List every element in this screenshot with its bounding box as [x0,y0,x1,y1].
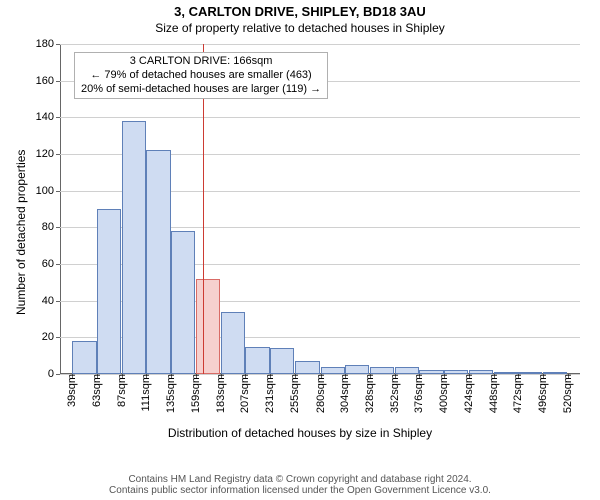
y-tick-mark [56,117,60,118]
x-tick-label: 496sqm [537,374,549,413]
x-tick-label: 304sqm [339,374,351,413]
y-tick-label: 120 [36,148,54,160]
y-axis-label: Number of detached properties [14,149,28,314]
histogram-bar [345,365,369,374]
x-tick-label: 63sqm [91,374,103,407]
histogram-bar [518,372,542,374]
y-tick-mark [56,44,60,45]
histogram-bar [270,348,294,374]
annotation-line: 3 CARLTON DRIVE: 166sqm [81,55,321,69]
x-tick-label: 159sqm [190,374,202,413]
y-axis-line [60,44,61,374]
y-tick-mark [56,264,60,265]
y-tick-label: 80 [42,221,54,233]
histogram-bar [543,372,567,374]
footer-line-1: Contains HM Land Registry data © Crown c… [0,474,600,485]
y-tick-label: 100 [36,185,54,197]
x-tick-label: 352sqm [389,374,401,413]
footer-line-2: Contains public sector information licen… [0,485,600,496]
y-tick-label: 0 [48,368,54,380]
x-tick-label: 280sqm [315,374,327,413]
annotation-line: 20% of semi-detached houses are larger (… [81,83,321,97]
histogram-bar [245,347,269,375]
histogram-bar [295,361,320,374]
y-tick-label: 60 [42,258,54,270]
y-tick-label: 40 [42,295,54,307]
histogram-bar [146,150,170,374]
histogram-bar [221,312,245,374]
histogram-bar [469,370,493,374]
x-tick-label: 183sqm [215,374,227,413]
x-tick-label: 400sqm [438,374,450,413]
histogram-bar [444,370,468,374]
histogram-bar [171,231,195,374]
y-tick-label: 160 [36,75,54,87]
footer: Contains HM Land Registry data © Crown c… [0,474,600,496]
y-tick-mark [56,81,60,82]
histogram-bar [395,367,419,374]
y-tick-mark [56,154,60,155]
y-tick-mark [56,227,60,228]
grid-line [60,44,580,45]
x-axis-label: Distribution of detached houses by size … [0,426,600,440]
y-tick-mark [56,301,60,302]
histogram-bar [97,209,121,374]
x-tick-label: 328sqm [364,374,376,413]
chart-title: 3, CARLTON DRIVE, SHIPLEY, BD18 3AU [0,0,600,19]
annotation-box: 3 CARLTON DRIVE: 166sqm← 79% of detached… [74,52,328,99]
chart-container: 3, CARLTON DRIVE, SHIPLEY, BD18 3AU Size… [0,0,600,500]
grid-line [60,117,580,118]
x-tick-label: 207sqm [239,374,251,413]
x-tick-label: 424sqm [463,374,475,413]
x-tick-label: 520sqm [562,374,574,413]
histogram-bar [122,121,146,374]
x-tick-label: 39sqm [66,374,78,407]
chart-subtitle: Size of property relative to detached ho… [0,21,600,35]
plot-area: 02040608010012014016018039sqm63sqm87sqm1… [60,44,580,374]
histogram-bar-highlight [196,279,220,374]
histogram-bar [419,370,443,374]
x-tick-label: 111sqm [140,374,152,412]
histogram-bar [321,367,345,374]
y-tick-mark [56,191,60,192]
x-tick-label: 135sqm [165,374,177,413]
y-tick-label: 180 [36,38,54,50]
y-tick-mark [56,337,60,338]
x-tick-label: 87sqm [116,374,128,407]
y-tick-label: 140 [36,111,54,123]
x-tick-label: 448sqm [488,374,500,413]
x-tick-label: 255sqm [289,374,301,413]
y-tick-label: 20 [42,331,54,343]
x-tick-label: 231sqm [264,374,276,413]
histogram-bar [72,341,96,374]
histogram-bar [370,367,394,374]
x-tick-label: 376sqm [413,374,425,413]
histogram-bar [494,372,518,374]
annotation-line: ← 79% of detached houses are smaller (46… [81,69,321,83]
y-tick-mark [56,374,60,375]
x-tick-label: 472sqm [512,374,524,413]
